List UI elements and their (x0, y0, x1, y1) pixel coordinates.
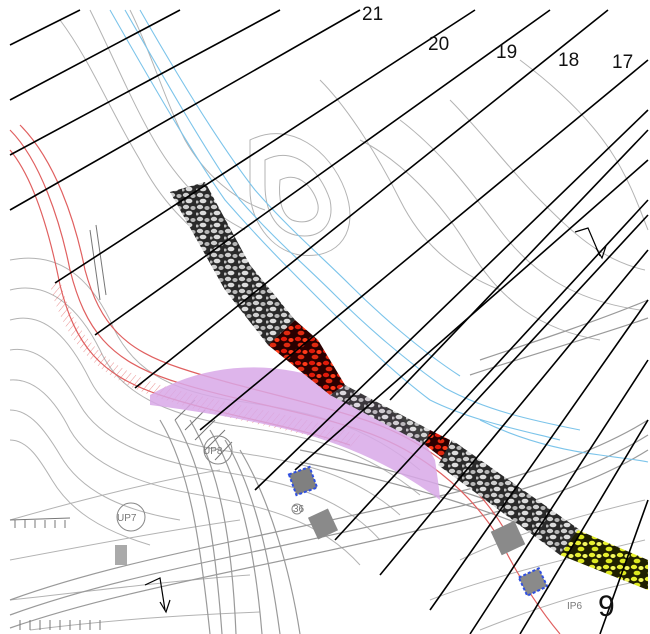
point-label-up7: UP7 (117, 513, 137, 524)
section-label-19: 19 (496, 42, 517, 63)
contour-lines (9, 9, 649, 631)
section-label-18: 18 (558, 50, 579, 71)
rock-corridor-red-upper (268, 320, 345, 395)
rock-corridor-gray-mid (330, 385, 430, 445)
stream-lines (109, 9, 649, 463)
direction-arrows (144, 227, 607, 614)
section-label-17: 17 (612, 52, 633, 73)
section-label-20: 20 (428, 34, 449, 55)
rock-corridor-yellow (560, 530, 648, 590)
rock-corridor-red-lower (425, 430, 450, 460)
rock-corridor-gray-upper (170, 182, 295, 345)
terrain-bands (9, 299, 649, 634)
section-label-21: 21 (362, 4, 383, 25)
point-label-small: 36 (293, 504, 305, 515)
point-label-ip6: IP6 (567, 601, 582, 612)
point-markers (116, 435, 303, 532)
section-lines (9, 9, 649, 634)
large-number-label: 9 (598, 590, 615, 623)
slope-ticks (9, 224, 233, 630)
point-label-up8: UP8 (203, 446, 223, 457)
buildings (115, 465, 549, 598)
